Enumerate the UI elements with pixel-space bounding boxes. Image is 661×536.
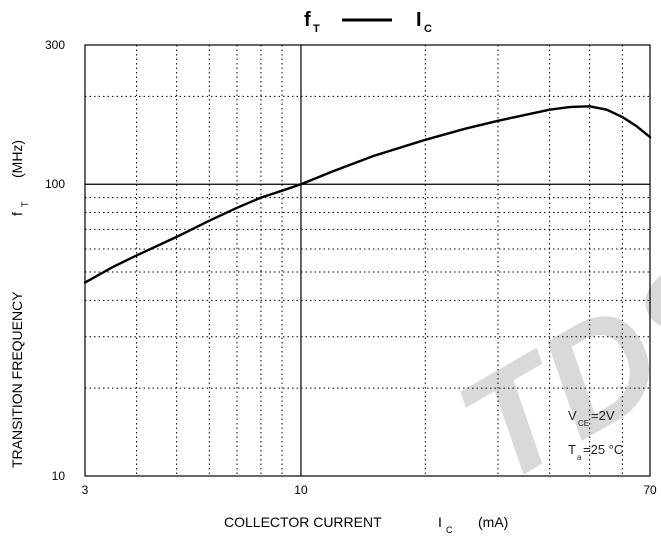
x-axis-title: COLLECTOR CURRENT — [224, 514, 382, 530]
annotation-ta-subscript: a — [577, 453, 582, 462]
x-axis-unit: (mA) — [478, 514, 508, 530]
title-symbol-2: I — [416, 9, 422, 31]
condition-annotations: V CE =2V T a =25 °C — [568, 408, 623, 462]
watermark-text: TDS — [432, 220, 661, 515]
x-axis-symbol-subscript: C — [446, 525, 453, 535]
grid — [85, 45, 650, 476]
y-tick-label: 10 — [52, 469, 66, 483]
chart-title: f T I C — [304, 9, 432, 35]
x-axis-label: COLLECTOR CURRENT I C (mA) — [224, 514, 508, 535]
y-axis-symbol: f — [9, 212, 25, 216]
x-tick-label: 70 — [643, 483, 657, 497]
y-axis-symbol-subscript: T — [20, 201, 30, 207]
y-axis-title: TRANSITION FREQUENCY — [9, 291, 25, 468]
series-line-ft — [83, 105, 652, 284]
y-axis-label: TRANSITION FREQUENCY f T (MHz) — [9, 140, 30, 468]
x-axis-symbol: I — [438, 514, 442, 530]
annotation-ta-symbol: T — [568, 442, 576, 457]
x-tick-label: 10 — [294, 483, 308, 497]
annotation-vce-value: =2V — [591, 408, 615, 423]
series — [83, 105, 652, 284]
y-axis-unit: (MHz) — [9, 140, 25, 178]
annotation-vce-symbol: V — [568, 408, 577, 423]
title-subscript-1: T — [313, 23, 320, 35]
annotation-vce-subscript: CE — [578, 419, 589, 428]
title-subscript-2: C — [424, 23, 432, 35]
title-symbol-1: f — [304, 9, 311, 31]
plot-frame — [84, 44, 651, 477]
x-tick-label: 3 — [82, 483, 89, 497]
tick-labels: 3 10 70 10 100 300 — [45, 38, 657, 497]
annotation-ta-value: =25 °C — [583, 442, 623, 457]
y-tick-label: 100 — [45, 177, 65, 191]
y-tick-label: 300 — [45, 38, 65, 52]
